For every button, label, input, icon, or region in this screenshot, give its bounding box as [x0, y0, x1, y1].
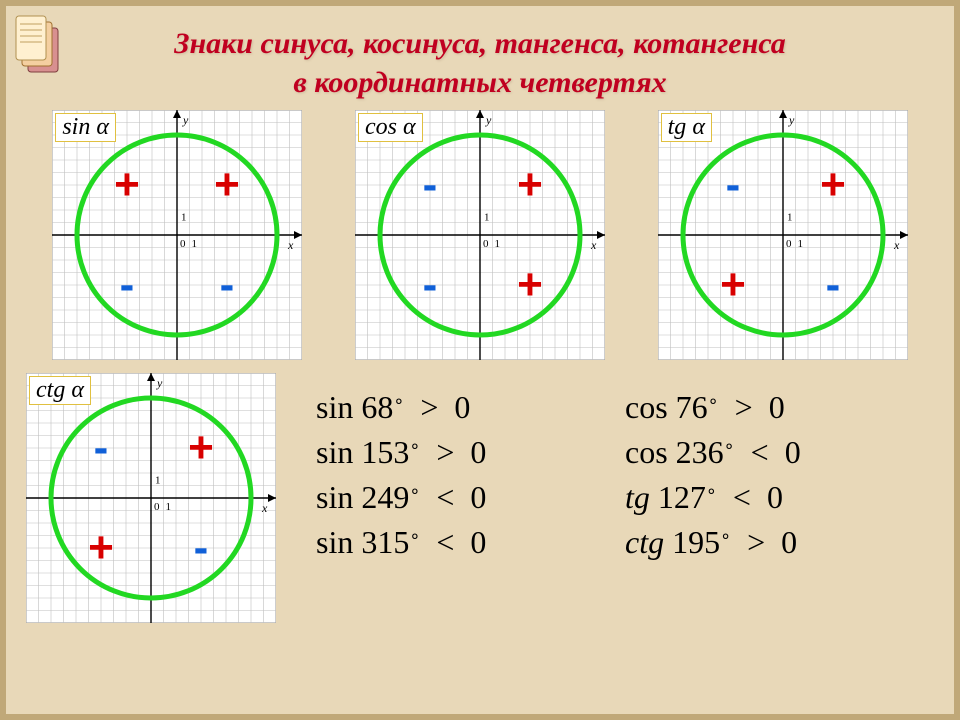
- quadrant-chart: 011xy+--+: [355, 110, 605, 360]
- quadrant-sign: -: [194, 523, 209, 572]
- example-line: tg 127∘ < 0: [625, 479, 934, 516]
- svg-text:1: 1: [787, 212, 793, 224]
- title-line1: Знаки синуса, косинуса, тангенса, котанг…: [6, 24, 954, 63]
- svg-text:0: 0: [786, 238, 792, 250]
- svg-text:1: 1: [494, 238, 500, 250]
- quadrant-chart: 011xy+-+-: [26, 373, 276, 623]
- bottom-row: 011xy+-+-ctg α sin 68∘ > 0sin 153∘ > 0si…: [6, 365, 954, 628]
- svg-text:0: 0: [154, 501, 160, 513]
- quadrant-sign: +: [88, 523, 114, 572]
- quadrant-sign: +: [214, 160, 240, 209]
- title-line2: в координатных четвертях: [6, 63, 954, 102]
- examples-col-left: sin 68∘ > 0 sin 153∘ > 0 sin 249∘ < 0 sin 3…: [316, 381, 625, 628]
- charts-top-row: 011xy++--sin α 011xy+--+cos α 011xy+-+-t…: [6, 102, 954, 365]
- svg-text:y: y: [485, 113, 492, 127]
- quadrant-sign: -: [725, 160, 740, 209]
- chart-tg: 011xy+-+-tg α: [658, 110, 908, 365]
- quadrant-sign: -: [120, 260, 135, 309]
- function-label: ctg α: [29, 376, 91, 405]
- svg-text:x: x: [287, 238, 294, 252]
- example-line: sin 249∘ < 0: [316, 479, 625, 516]
- quadrant-sign: -: [423, 160, 438, 209]
- quadrant-chart: 011xy+-+-: [658, 110, 908, 360]
- svg-text:y: y: [156, 376, 163, 390]
- function-label: cos α: [358, 113, 423, 142]
- svg-text:x: x: [893, 238, 900, 252]
- svg-text:1: 1: [484, 212, 490, 224]
- examples-col-right: cos 76∘ > 0 cos 236∘ < 0 tg 127∘ < 0 ctg 19…: [625, 381, 934, 628]
- quadrant-sign: +: [517, 160, 543, 209]
- svg-text:1: 1: [181, 212, 187, 224]
- svg-text:1: 1: [797, 238, 803, 250]
- quadrant-sign: -: [423, 260, 438, 309]
- function-label: sin α: [55, 113, 116, 142]
- example-line: sin 68∘ > 0: [316, 389, 625, 426]
- quadrant-sign: -: [825, 260, 840, 309]
- quadrant-sign: +: [188, 423, 214, 472]
- example-line: ctg 195∘ > 0: [625, 524, 934, 561]
- chart-ctg: 011xy+-+-ctg α: [26, 373, 276, 628]
- example-line: sin 153∘ > 0: [316, 434, 625, 471]
- quadrant-sign: +: [114, 160, 140, 209]
- svg-text:x: x: [590, 238, 597, 252]
- svg-text:y: y: [182, 113, 189, 127]
- svg-text:0: 0: [483, 238, 489, 250]
- page-title: Знаки синуса, косинуса, тангенса, котанг…: [6, 6, 954, 102]
- example-line: sin 315∘ < 0: [316, 524, 625, 561]
- example-line: cos 76∘ > 0: [625, 389, 934, 426]
- chart-sin: 011xy++--sin α: [52, 110, 302, 365]
- svg-text:1: 1: [166, 501, 172, 513]
- quadrant-sign: +: [517, 260, 543, 309]
- examples-block: sin 68∘ > 0 sin 153∘ > 0 sin 249∘ < 0 sin 3…: [276, 373, 934, 628]
- svg-text:0: 0: [180, 238, 186, 250]
- function-label: tg α: [661, 113, 712, 142]
- svg-text:1: 1: [192, 238, 198, 250]
- quadrant-sign: -: [94, 423, 109, 472]
- quadrant-sign: -: [220, 260, 235, 309]
- quadrant-sign: +: [720, 260, 746, 309]
- chart-cos: 011xy+--+cos α: [355, 110, 605, 365]
- svg-text:1: 1: [155, 475, 161, 487]
- svg-text:y: y: [788, 113, 795, 127]
- svg-text:x: x: [261, 501, 268, 515]
- quadrant-sign: +: [820, 160, 846, 209]
- paper-stack-icon: [14, 14, 64, 84]
- quadrant-chart: 011xy++--: [52, 110, 302, 360]
- example-line: cos 236∘ < 0: [625, 434, 934, 471]
